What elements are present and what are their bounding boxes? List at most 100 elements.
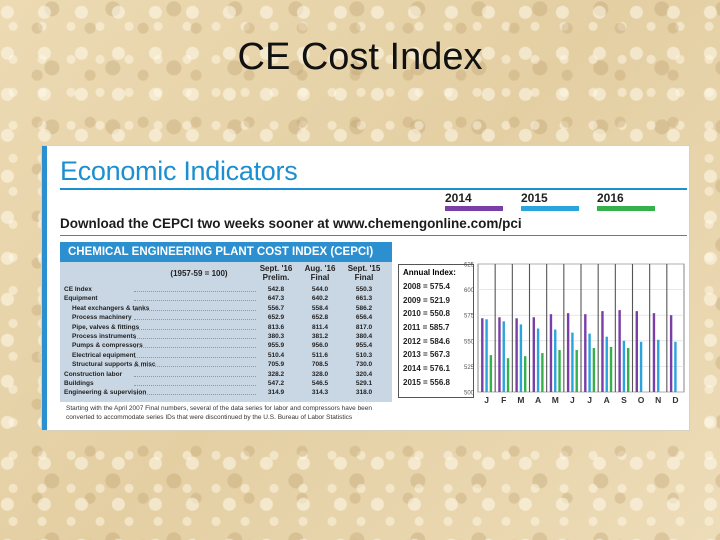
row-leader bbox=[134, 338, 256, 339]
bar-2015 bbox=[554, 329, 557, 392]
bar-2016 bbox=[627, 347, 630, 392]
row-leader bbox=[134, 300, 256, 302]
bar-2016 bbox=[524, 356, 527, 392]
table-row: Process machinery 652.9 652.8 656.4 bbox=[64, 314, 388, 323]
row-leader bbox=[134, 366, 256, 368]
row-value: 529.1 bbox=[355, 380, 373, 387]
column-header-sept15: Sept. '15 Final bbox=[344, 264, 384, 282]
table-row: Heat exchangers & tanks 556.7 558.4 586.2 bbox=[64, 305, 388, 314]
row-label: Pipe, valves & fittings bbox=[72, 323, 140, 331]
row-leader bbox=[134, 309, 256, 311]
row-value: 661.3 bbox=[355, 295, 373, 303]
bar-2015 bbox=[519, 324, 523, 392]
x-tick-label: M bbox=[552, 395, 559, 405]
row-value: 586.2 bbox=[355, 304, 373, 312]
bar-2015 bbox=[657, 339, 660, 392]
row-leader bbox=[134, 347, 256, 349]
bar-2014 bbox=[498, 317, 501, 392]
x-tick-label: J bbox=[570, 395, 575, 405]
bar-2015 bbox=[674, 341, 677, 392]
bar-2014 bbox=[601, 311, 604, 392]
column-header-line: Final bbox=[354, 273, 374, 282]
row-label: Engineering & supervision bbox=[64, 389, 147, 397]
row-value: 705.9 bbox=[267, 361, 285, 369]
row-value: 380.3 bbox=[267, 333, 285, 340]
row-value: 320.4 bbox=[355, 370, 373, 378]
x-tick-label: O bbox=[638, 395, 645, 405]
row-leader bbox=[134, 375, 256, 377]
bar-2014 bbox=[549, 314, 553, 392]
bar-2015 bbox=[502, 321, 505, 392]
table-row: Engineering & supervision 314.9 314.3 318.0 bbox=[64, 389, 388, 398]
row-value: 817.0 bbox=[355, 323, 373, 331]
row-value: 811.4 bbox=[312, 323, 328, 331]
bar-2016 bbox=[489, 355, 493, 392]
x-tick-label: D bbox=[672, 395, 678, 405]
legend-label: 2014 bbox=[445, 191, 472, 205]
row-label: Pumps & compressors bbox=[72, 342, 143, 350]
row-value: 708.5 bbox=[311, 361, 329, 369]
annual-index-entry: 2012 = 584.6 bbox=[403, 336, 450, 346]
x-tick-label: J bbox=[587, 395, 592, 405]
y-tick-label: 525 bbox=[464, 365, 475, 371]
annual-index-box: Annual Index: 2008 = 575.4 2009 = 521.9 20… bbox=[398, 264, 474, 398]
bar-2016 bbox=[592, 347, 596, 392]
download-text: Download the CEPCI two weeks sooner at w… bbox=[60, 216, 522, 231]
bar-2014 bbox=[566, 313, 570, 392]
x-tick-label: M bbox=[517, 395, 524, 405]
row-label: Process machinery bbox=[72, 314, 132, 322]
y-tick-label: 550 bbox=[464, 339, 475, 345]
column-header-line: Sept. '16 bbox=[259, 264, 293, 273]
row-leader bbox=[134, 291, 256, 292]
legend-label: 2015 bbox=[521, 191, 548, 205]
row-value: 510.4 bbox=[267, 351, 285, 359]
table-row: Equipment 647.3 640.2 661.3 bbox=[64, 295, 388, 304]
chart-legend: 2014 2015 2016 bbox=[445, 191, 655, 211]
x-tick-label: N bbox=[655, 395, 661, 405]
row-value: 550.3 bbox=[355, 286, 373, 293]
column-header-sept16: Sept. '16 Prelim. bbox=[256, 264, 296, 282]
table-row: Structural supports & misc 705.9 708.5 730.… bbox=[64, 361, 388, 370]
bar-2016 bbox=[506, 358, 510, 392]
row-value: 544.0 bbox=[311, 286, 329, 293]
annual-index-entry: 2013 = 567.3 bbox=[403, 350, 450, 360]
table-row: CE Index 542.8 544.0 550.3 bbox=[64, 286, 388, 295]
bar-2015 bbox=[639, 341, 643, 392]
y-tick-label: 625 bbox=[464, 263, 475, 269]
annual-index-list: 2008 = 575.4 2009 = 521.9 2010 = 550.8 2011… bbox=[399, 280, 473, 390]
row-value: 381.2 bbox=[311, 333, 329, 340]
row-value: 328.2 bbox=[267, 370, 285, 378]
x-tick-label: A bbox=[535, 395, 541, 405]
row-value: 510.3 bbox=[355, 351, 373, 359]
annual-index-entry: 2010 = 550.8 bbox=[403, 309, 450, 319]
bar-2015 bbox=[622, 340, 626, 392]
panel-accent-bar bbox=[42, 146, 47, 430]
table-basis: (1957-59 = 100) bbox=[170, 269, 228, 278]
cepci-table-title: CHEMICAL ENGINEERING PLANT COST INDEX (C… bbox=[60, 242, 392, 262]
row-value: 956.0 bbox=[311, 342, 329, 350]
table-row: Pipe, valves & fittings 813.6 811.4 817.0 bbox=[64, 324, 388, 333]
annual-index-entry: 2008 = 575.4 bbox=[403, 282, 450, 291]
row-value: 547.2 bbox=[267, 380, 285, 387]
annual-index-entry: 2015 = 556.8 bbox=[403, 377, 450, 387]
row-label: Equipment bbox=[64, 295, 98, 303]
row-value: 730.0 bbox=[355, 361, 373, 369]
legend-item-2015: 2015 bbox=[521, 191, 579, 211]
row-value: 556.7 bbox=[267, 304, 285, 312]
x-tick-label: S bbox=[621, 395, 627, 405]
table-row: Electrical equipment 510.4 511.6 510.3 bbox=[64, 352, 388, 361]
legend-label: 2016 bbox=[597, 191, 624, 205]
cepci-table: (1957-59 = 100) Sept. '16 Prelim. Aug. '… bbox=[60, 262, 392, 402]
annual-index-entry: 2011 = 585.7 bbox=[403, 323, 450, 333]
row-value: 542.8 bbox=[267, 286, 285, 293]
bar-2016 bbox=[575, 350, 578, 392]
bar-2014 bbox=[618, 310, 621, 392]
row-value: 314.3 bbox=[311, 389, 329, 397]
row-value: 652.8 bbox=[311, 314, 329, 322]
x-tick-label: A bbox=[604, 395, 610, 405]
row-value: 656.4 bbox=[355, 314, 373, 322]
row-value: 647.3 bbox=[267, 295, 285, 303]
bar-2015 bbox=[588, 333, 591, 392]
row-label: Electrical equipment bbox=[72, 351, 136, 359]
row-label: Construction labor bbox=[64, 370, 123, 378]
